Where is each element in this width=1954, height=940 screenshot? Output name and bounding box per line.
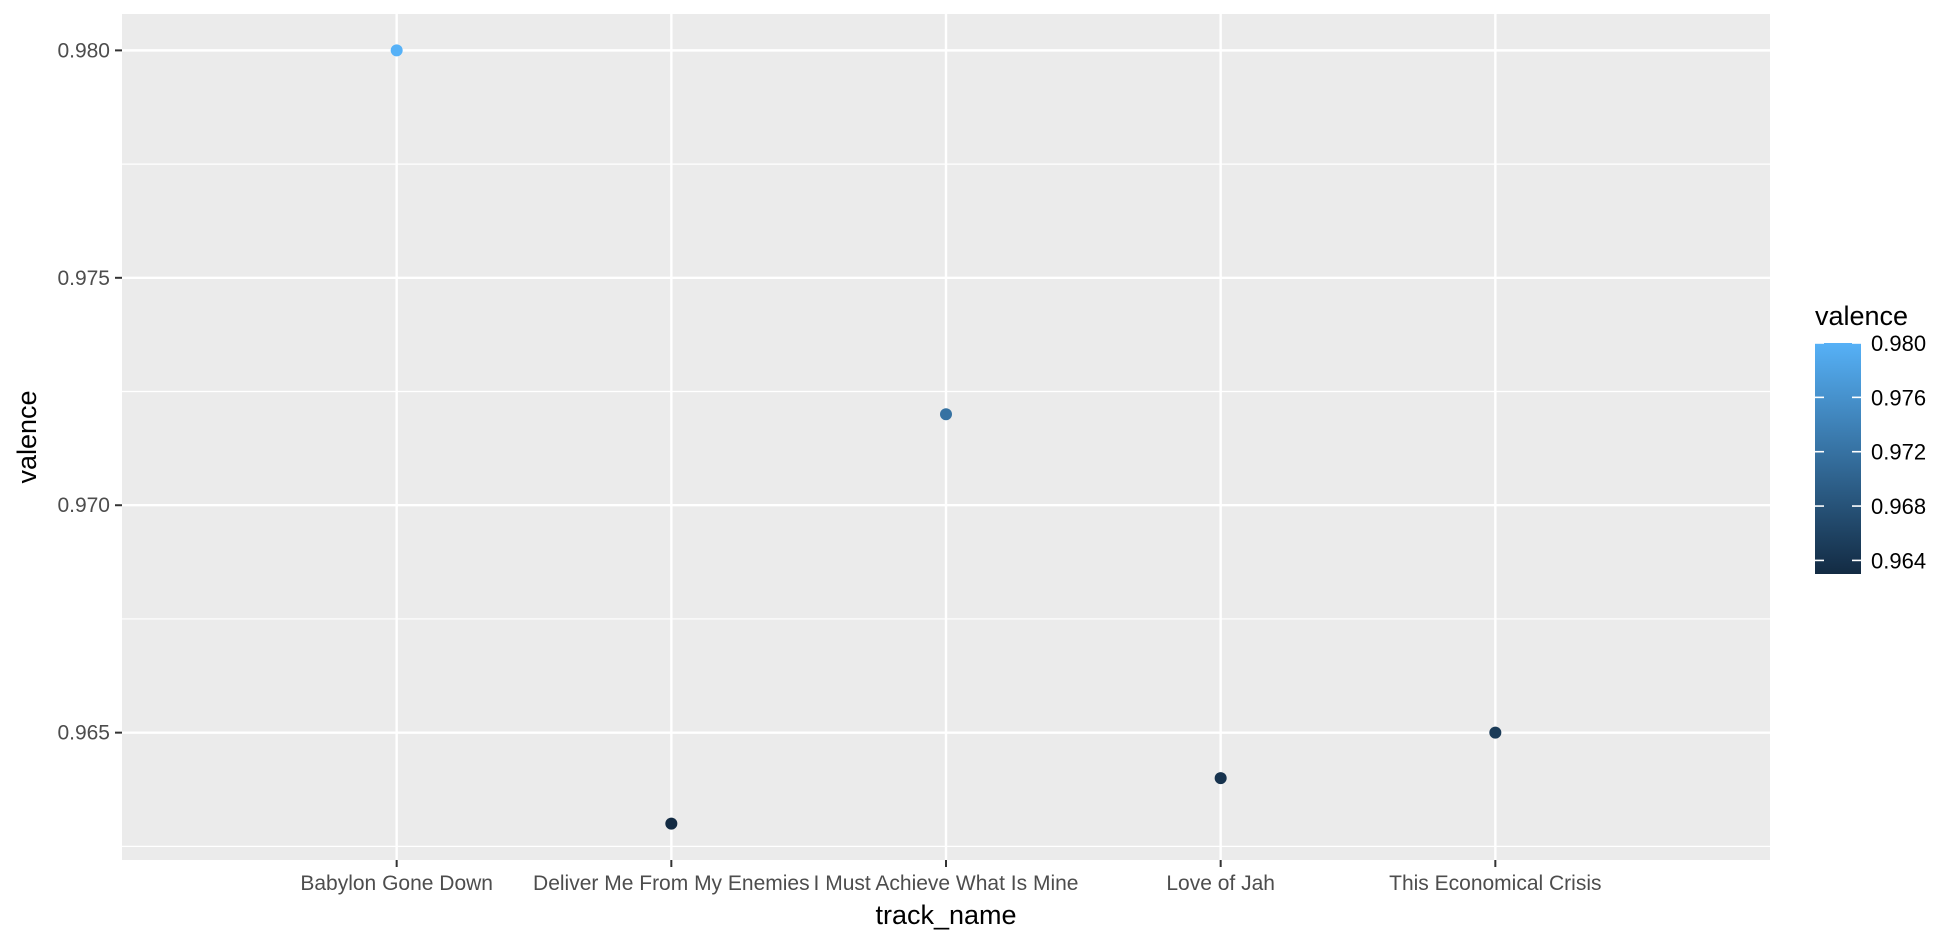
y-axis-ticks: 0.965 0.970 0.975 0.980: [57, 39, 122, 745]
data-point: [1214, 772, 1227, 785]
y-tick-label: 0.975: [57, 267, 110, 290]
data-point: [665, 817, 678, 830]
legend-title: valence: [1815, 301, 1908, 331]
colorbar-tick-label: 0.964: [1871, 548, 1926, 573]
y-tick-label: 0.970: [57, 494, 110, 517]
colorbar-tick-label: 0.972: [1871, 440, 1926, 465]
x-axis-ticks: Babylon Gone Down Deliver Me From My Enem…: [300, 860, 1602, 895]
data-point: [1489, 726, 1502, 739]
colorbar-tick-label: 0.976: [1871, 385, 1926, 410]
colorbar-tick-label: 0.968: [1871, 494, 1926, 519]
y-tick-label: 0.980: [57, 39, 110, 62]
data-points: [390, 44, 1502, 830]
color-legend: valence 0.964 0.968 0.972 0.976 0.980: [1815, 301, 1926, 574]
x-tick-label: Babylon Gone Down: [300, 872, 493, 895]
y-tick-label: 0.965: [57, 722, 110, 745]
x-tick-label: Love of Jah: [1166, 872, 1275, 895]
y-axis-title: valence: [12, 390, 42, 483]
x-axis-title: track_name: [875, 900, 1016, 930]
x-tick-label: Deliver Me From My Enemies: [533, 872, 810, 895]
colorbar-tick-label: 0.980: [1871, 331, 1926, 356]
data-point: [940, 408, 952, 421]
colorbar: [1815, 343, 1861, 574]
data-point: [390, 44, 403, 57]
colorbar-ticks: 0.964 0.968 0.972 0.976 0.980: [1815, 331, 1926, 573]
x-tick-label: This Economical Crisis: [1389, 872, 1601, 895]
x-tick-label: I Must Achieve What Is Mine: [814, 872, 1079, 895]
